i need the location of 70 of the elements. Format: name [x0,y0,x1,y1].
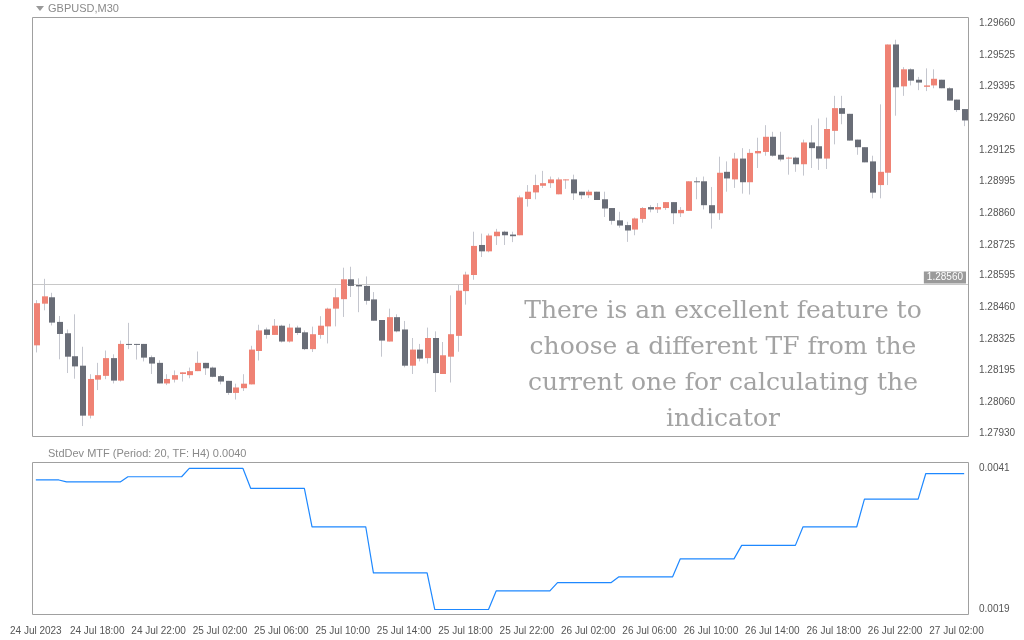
x-tick-label: 25 Jul 10:00 [315,624,371,636]
candlestick [486,233,492,253]
x-tick-label: 26 Jul 02:00 [560,624,616,636]
chart-title: StdDev MTF (Period: 20, TF: H4) 0.0040 [48,446,247,459]
candlestick [111,353,117,384]
candlestick [103,350,109,380]
y-tick-label: 1.28460 [979,301,1016,313]
x-tick-label: 26 Jul 18:00 [806,624,862,636]
candlestick [525,184,531,208]
candlestick [318,315,324,340]
x-tick-label: 24 Jul 22:00 [131,624,187,636]
x-tick-label: 26 Jul 10:00 [683,624,739,636]
candlestick [901,66,907,97]
y-tick-label: 1.28195 [979,364,1016,376]
candlestick [740,147,746,195]
x-tick-label: 25 Jul 18:00 [438,624,494,636]
x-tick-label: 25 Jul 02:00 [192,624,248,636]
y-tick-label: 1.28995 [979,174,1016,186]
x-tick-label: 27 Jul 02:00 [929,624,985,636]
y-tick-label: 1.28595 [979,269,1016,281]
candlestick [410,337,416,375]
y-tick-label: 1.29525 [979,49,1016,61]
y-tick-label: 1.27930 [979,426,1016,438]
candlestick [801,139,807,177]
candlestick [310,326,316,353]
x-tick-label: 25 Jul 22:00 [499,624,555,636]
candlestick [778,131,784,162]
y-tick-label: 1.29260 [979,112,1016,124]
candlestick [57,315,63,360]
candlestick [709,186,715,230]
candlestick [924,67,930,92]
y-tick-label: 1.28060 [979,396,1016,408]
candlestick [625,221,631,243]
candlestick [931,68,937,89]
x-tick-label: 24 Jul 2023 [9,624,63,636]
candlestick [448,294,454,383]
candlestick [479,233,485,258]
x-tick-label: 26 Jul 14:00 [745,624,801,636]
candlestick [571,174,577,201]
x-tick-label: 26 Jul 22:00 [867,624,923,636]
candlestick [671,201,677,225]
candlestick [325,307,331,344]
x-tick-label: 25 Jul 14:00 [376,624,432,636]
y-tick-label: 1.28325 [979,333,1016,345]
candlestick [839,95,845,125]
x-tick-label: 24 Jul 18:00 [69,624,125,636]
ref-line-label: 1.28560 [926,271,964,283]
y-tick-label: 1.29395 [979,80,1016,92]
y-tick-label: 1.28860 [979,206,1016,218]
candlestick [724,160,730,193]
candlestick [126,322,132,350]
candlestick [379,319,385,358]
x-tick-label: 26 Jul 06:00 [622,624,678,636]
candlestick [763,124,769,157]
candlestick [149,355,155,375]
y-tick-label: 1.29125 [979,144,1016,156]
candlestick [425,327,431,365]
candlestick [832,95,838,145]
x-tick-label: 25 Jul 06:00 [254,624,310,636]
y-tick-label: 1.29660 [979,17,1016,29]
candlestick [732,152,738,189]
candlestick [333,287,339,327]
candlestick [440,341,446,375]
y-tick-label: 0.0041 [979,462,1011,474]
candlestick [770,131,776,158]
candlestick [786,156,792,176]
y-tick-label: 1.28725 [979,238,1016,250]
annotation: There is an excellent feature to choose a different TF from the current one for calculating the indicator [523,294,923,434]
chart-title: GBPUSD,M30 [48,1,119,14]
y-tick-label: 0.0019 [979,603,1011,615]
